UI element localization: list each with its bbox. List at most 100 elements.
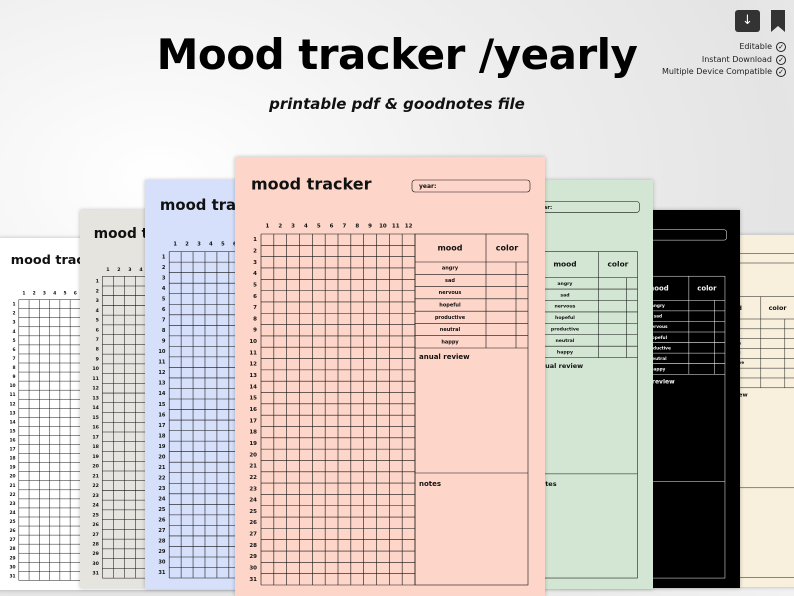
day-number: 1 xyxy=(13,302,16,308)
month-number: 10 xyxy=(379,224,387,230)
day-number: 28 xyxy=(92,541,99,547)
month-number: 6 xyxy=(74,291,77,297)
subtitle: printable pdf & goodnotes file xyxy=(269,95,525,113)
day-number: 7 xyxy=(96,337,99,343)
mood-header: mood xyxy=(553,260,576,269)
day-number: 2 xyxy=(96,288,99,294)
day-number: 29 xyxy=(249,554,257,560)
day-number: 12 xyxy=(249,362,257,368)
mood-label: productive xyxy=(551,327,579,333)
month-number: 1 xyxy=(173,242,177,248)
day-number: 23 xyxy=(249,486,257,492)
bookmark-icon[interactable] xyxy=(771,10,785,32)
day-number: 5 xyxy=(253,282,257,288)
day-number: 19 xyxy=(249,441,257,447)
day-number: 15 xyxy=(92,415,99,421)
mood-label: sad xyxy=(560,292,569,298)
feature: Editable xyxy=(739,42,772,51)
month-number: 1 xyxy=(22,291,25,297)
day-number: 19 xyxy=(9,465,15,471)
day-number: 9 xyxy=(253,328,257,334)
notes-label: notes xyxy=(536,480,557,488)
day-number: 2 xyxy=(253,248,257,254)
day-number: 12 xyxy=(9,401,15,407)
day-number: 6 xyxy=(253,294,257,300)
day-number: 22 xyxy=(9,492,15,498)
title: Mood tracker /yearly xyxy=(156,30,638,79)
month-number: 1 xyxy=(266,224,270,230)
day-number: 14 xyxy=(158,391,166,397)
month-number: 5 xyxy=(221,242,225,248)
day-number: 20 xyxy=(92,464,99,470)
day-number: 28 xyxy=(9,546,15,552)
day-number: 22 xyxy=(92,483,99,489)
day-number: 12 xyxy=(92,386,99,392)
check-icon: ✓ xyxy=(776,55,786,65)
day-number: 17 xyxy=(9,447,15,453)
month-number: 3 xyxy=(43,291,46,297)
month-number: 8 xyxy=(355,224,359,230)
day-number: 20 xyxy=(9,474,15,480)
mood-label: angry xyxy=(442,266,459,272)
mood-label: productive xyxy=(435,315,466,321)
month-number: 12 xyxy=(405,224,413,230)
day-number: 10 xyxy=(9,383,15,389)
mood-label: sad xyxy=(654,314,663,320)
day-number: 23 xyxy=(158,486,166,492)
day-number: 24 xyxy=(9,510,15,516)
notes-label: notes xyxy=(419,480,441,488)
day-number: 25 xyxy=(158,507,166,513)
year-box xyxy=(411,179,531,193)
day-number: 21 xyxy=(249,464,257,470)
day-number: 4 xyxy=(96,308,100,314)
day-number: 5 xyxy=(96,318,99,324)
side-panel xyxy=(414,233,529,586)
day-number: 20 xyxy=(158,454,166,460)
day-number: 13 xyxy=(158,381,166,387)
day-number: 13 xyxy=(249,373,257,379)
day-number: 19 xyxy=(158,444,166,450)
day-number: 6 xyxy=(162,307,166,313)
day-number: 8 xyxy=(253,316,257,322)
color-header: color xyxy=(608,260,629,269)
download-icon[interactable]: ↓ xyxy=(735,10,760,32)
day-number: 12 xyxy=(158,370,166,376)
day-number: 1 xyxy=(162,254,166,260)
day-number: 26 xyxy=(9,528,15,534)
day-number: 30 xyxy=(9,564,15,570)
day-number: 21 xyxy=(92,473,99,479)
day-number: 28 xyxy=(158,539,166,545)
color-header: color xyxy=(496,244,518,253)
day-number: 2 xyxy=(162,265,166,271)
day-number: 17 xyxy=(158,423,166,429)
day-number: 27 xyxy=(92,532,99,538)
day-number: 27 xyxy=(249,532,257,538)
day-number: 15 xyxy=(9,428,15,434)
day-number: 7 xyxy=(13,356,16,362)
day-number: 25 xyxy=(9,519,15,525)
day-number: 11 xyxy=(249,350,257,356)
mood-label: happy xyxy=(557,349,573,355)
mood-header: mood xyxy=(647,284,669,292)
day-number: 17 xyxy=(92,434,99,440)
mood-label: productive xyxy=(645,345,671,351)
mood-label: neutral xyxy=(440,327,461,333)
check-icon: ✓ xyxy=(776,67,786,77)
day-number: 24 xyxy=(249,498,257,504)
page-title: mood tracker xyxy=(251,175,372,194)
day-number: 3 xyxy=(13,320,16,326)
day-number: 4 xyxy=(162,286,166,292)
month-number: 3 xyxy=(128,267,131,273)
day-number: 18 xyxy=(9,456,15,462)
day-number: 5 xyxy=(162,296,166,302)
day-number: 2 xyxy=(13,311,16,317)
day-number: 29 xyxy=(9,555,15,561)
day-number: 29 xyxy=(158,549,166,555)
day-number: 13 xyxy=(92,395,99,401)
day-number: 27 xyxy=(158,528,166,534)
day-number: 26 xyxy=(158,518,166,524)
mood-label: hopeful xyxy=(439,303,461,309)
day-number: 11 xyxy=(92,376,99,382)
check-icon: ✓ xyxy=(776,42,786,52)
